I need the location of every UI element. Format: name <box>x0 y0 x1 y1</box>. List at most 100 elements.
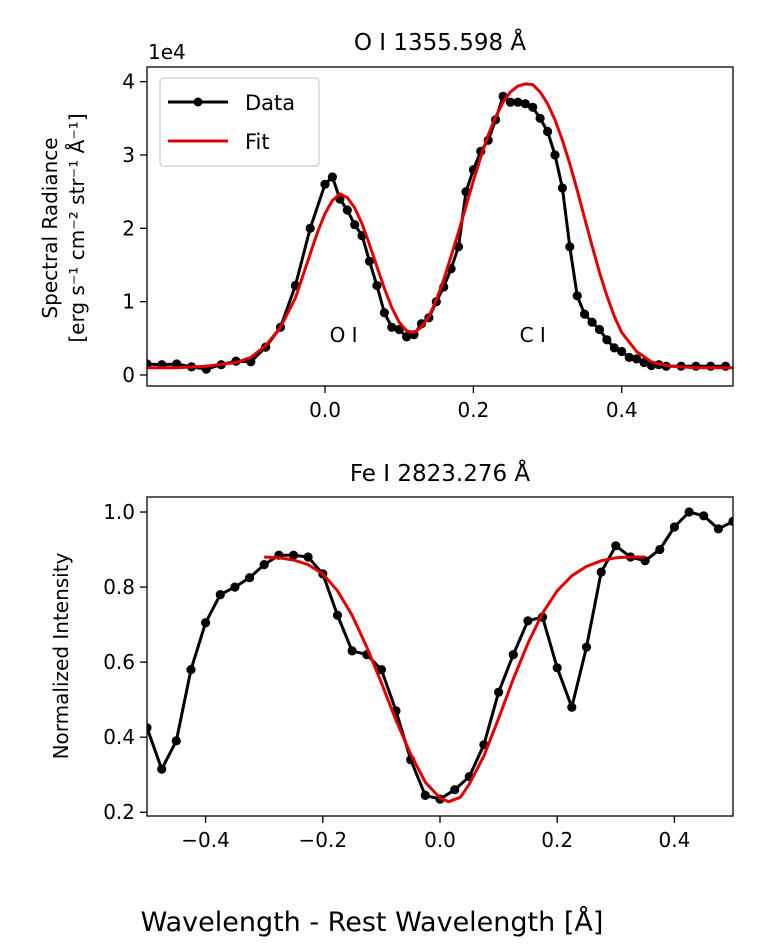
top-title: O I 1355.598 Å <box>354 28 527 56</box>
legend: Data Fit <box>159 77 320 167</box>
top-data-point <box>505 97 516 107</box>
top-data-point <box>602 335 612 345</box>
top-data-point <box>372 280 382 291</box>
bottom-data-point <box>450 785 460 795</box>
top-data-point <box>402 332 412 342</box>
top-data-point <box>305 223 315 233</box>
top-data-point <box>572 291 582 301</box>
bottom-x-tick-label: 0.2 <box>541 828 573 852</box>
bottom-data-point <box>157 764 167 774</box>
top-offset-text: 1e4 <box>148 40 186 64</box>
bottom-y-tick-label: 0.6 <box>103 650 135 674</box>
bottom-y-tick-label: 0.4 <box>103 725 135 749</box>
top-x-tick-label: 0.0 <box>309 398 341 422</box>
top-data-point <box>327 172 337 182</box>
bottom-data-point <box>376 665 386 675</box>
top-data-point <box>587 317 597 327</box>
top-x-tick-label: 0.4 <box>606 398 638 422</box>
bottom-series-group <box>147 507 733 804</box>
top-ylabel-line1: Spectral Radiance <box>38 137 62 318</box>
bottom-x-tick-label: −0.2 <box>299 828 348 852</box>
bottom-data-point <box>245 573 255 583</box>
top-data-point <box>528 102 538 112</box>
bottom-data-point <box>494 687 504 697</box>
bottom-data-point <box>567 702 577 712</box>
bottom-data-point <box>259 560 269 570</box>
bottom-data-point <box>713 524 724 534</box>
bottom-panel: −0.4 −0.2 0.0 0.2 0.4 0.2 0.4 0.6 0.8 1.0 Fe I 28… <box>49 459 734 852</box>
top-panel: 0.0 0.2 0.4 0 1 2 3 4 O I 1355.598 Å 1e4 Spectr… <box>38 28 734 422</box>
top-data-point <box>387 322 397 332</box>
bottom-data-point <box>303 552 313 562</box>
top-data-point <box>617 346 627 357</box>
legend-data-marker <box>193 97 203 107</box>
top-data-point <box>342 205 352 215</box>
top-data-point <box>379 308 389 318</box>
bottom-data-point <box>669 522 680 532</box>
top-data-point <box>543 126 553 137</box>
top-data-point <box>639 357 649 368</box>
bottom-data-point <box>523 616 533 626</box>
top-data-point <box>632 354 642 364</box>
top-data-point <box>565 242 575 252</box>
bottom-data-point <box>508 650 518 660</box>
top-plot-marks <box>147 82 733 374</box>
top-data-point <box>580 309 590 319</box>
bottom-data-point <box>655 544 665 555</box>
top-y-tick-label: 0 <box>122 363 135 387</box>
annotation-c-i: C I <box>520 323 546 347</box>
bottom-ticks: −0.4 −0.2 0.0 0.2 0.4 0.2 0.4 0.6 0.8 1.0 <box>103 500 690 852</box>
bottom-y-tick-label: 1.0 <box>103 500 135 524</box>
bottom-data-point <box>699 511 709 521</box>
bottom-data-point <box>581 642 592 652</box>
top-y-tick-label: 4 <box>122 70 135 94</box>
bottom-title: Fe I 2823.276 Å <box>350 459 531 487</box>
bottom-data-point <box>288 550 299 560</box>
bottom-data-point <box>611 541 621 551</box>
legend-data-label: Data <box>245 91 295 115</box>
top-data-point <box>550 150 560 160</box>
bottom-data-point <box>171 736 181 746</box>
bottom-y-tick-label: 0.8 <box>103 575 135 599</box>
top-fit-line <box>147 82 733 370</box>
bottom-data-point <box>420 790 430 801</box>
top-data-point <box>535 113 545 123</box>
bottom-data-point <box>596 567 606 577</box>
top-ticks: 0.0 0.2 0.4 0 1 2 3 4 <box>122 70 637 422</box>
top-x-tick-label: 0.2 <box>457 398 489 422</box>
bottom-data-point <box>230 582 240 592</box>
bottom-data-point <box>215 590 225 600</box>
top-data-point <box>624 352 634 362</box>
legend-fit-label: Fit <box>245 130 270 154</box>
bottom-data-point <box>347 646 357 656</box>
bottom-x-tick-label: 0.4 <box>658 828 690 852</box>
bottom-data-point <box>332 610 343 620</box>
top-data-point <box>364 256 375 266</box>
top-data-point <box>320 179 330 189</box>
bottom-data-point <box>552 663 562 673</box>
bottom-fit-line <box>264 555 646 804</box>
top-y-tick-label: 2 <box>122 216 135 240</box>
bottom-plot-marks <box>147 507 733 804</box>
top-data-point <box>557 183 568 193</box>
bottom-data-point <box>684 507 694 517</box>
bottom-data-point <box>201 618 211 628</box>
top-data-point <box>513 97 523 107</box>
bottom-data-point <box>728 516 733 526</box>
top-data-point <box>350 220 360 230</box>
top-data-point <box>520 99 530 109</box>
bottom-data-point <box>186 665 196 675</box>
top-axes-frame <box>146 66 734 387</box>
shared-xlabel: Wavelength - Rest Wavelength [Å] <box>141 906 604 938</box>
top-series-group <box>147 82 733 374</box>
bottom-data-point <box>147 723 152 733</box>
bottom-x-tick-label: 0.0 <box>424 828 456 852</box>
bottom-ylabel: Normalized Intensity <box>49 552 73 759</box>
bottom-x-tick-label: −0.4 <box>181 828 230 852</box>
top-y-tick-label: 3 <box>122 143 135 167</box>
bottom-y-tick-label: 0.2 <box>103 800 135 824</box>
annotation-o-i: O I <box>330 323 358 347</box>
top-ylabel-line2: [erg s⁻¹ cm⁻² str⁻¹ Å⁻¹] <box>65 113 89 342</box>
